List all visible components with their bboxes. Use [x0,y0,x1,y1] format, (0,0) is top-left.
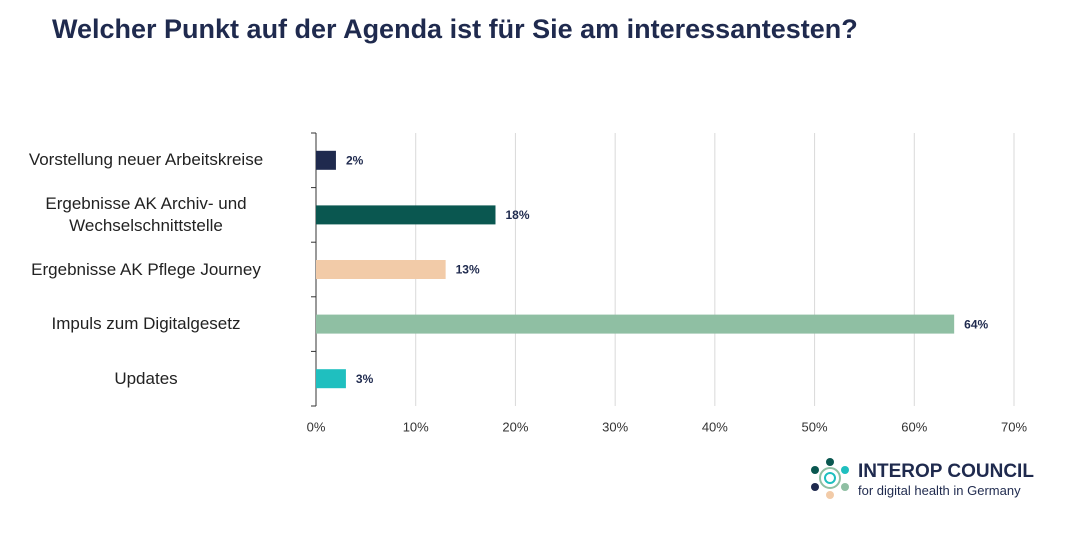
logo-tagline: for digital health in Germany [858,483,1021,498]
x-tick-label: 40% [702,419,728,434]
y-tick-label: Updates [114,368,178,388]
x-tick-label: 10% [403,419,429,434]
y-tick-label: Vorstellung neuer Arbeitskreise [28,150,264,170]
value-label: 64% [964,317,988,331]
value-label: 2% [346,153,364,167]
value-label: 13% [456,263,480,277]
bar [316,260,446,279]
x-tick-label: 20% [502,419,528,434]
y-tick-label: Ergebnisse AK Archiv- und Wechselschnitt… [45,193,247,235]
bar [316,150,336,170]
bar [316,314,955,334]
bar [316,369,346,389]
y-tick-label: Impuls zum Digitalgesetz [51,314,241,334]
value-label: 18% [505,208,529,222]
x-tick-label: 60% [901,419,927,434]
value-label: 3% [356,372,374,386]
chart-title: Welcher Punkt auf der Agenda ist für Sie… [52,14,858,44]
logo-icon [811,458,849,499]
x-tick-label: 70% [1001,419,1027,434]
x-tick-label: 30% [602,419,628,434]
x-tick-label: 50% [802,419,828,434]
bar [316,205,496,225]
logo-name: INTEROP COUNCIL [858,461,1034,482]
x-tick-label: 0% [307,419,326,434]
y-tick-label: Ergebnisse AK Pflege Journey [31,259,261,279]
